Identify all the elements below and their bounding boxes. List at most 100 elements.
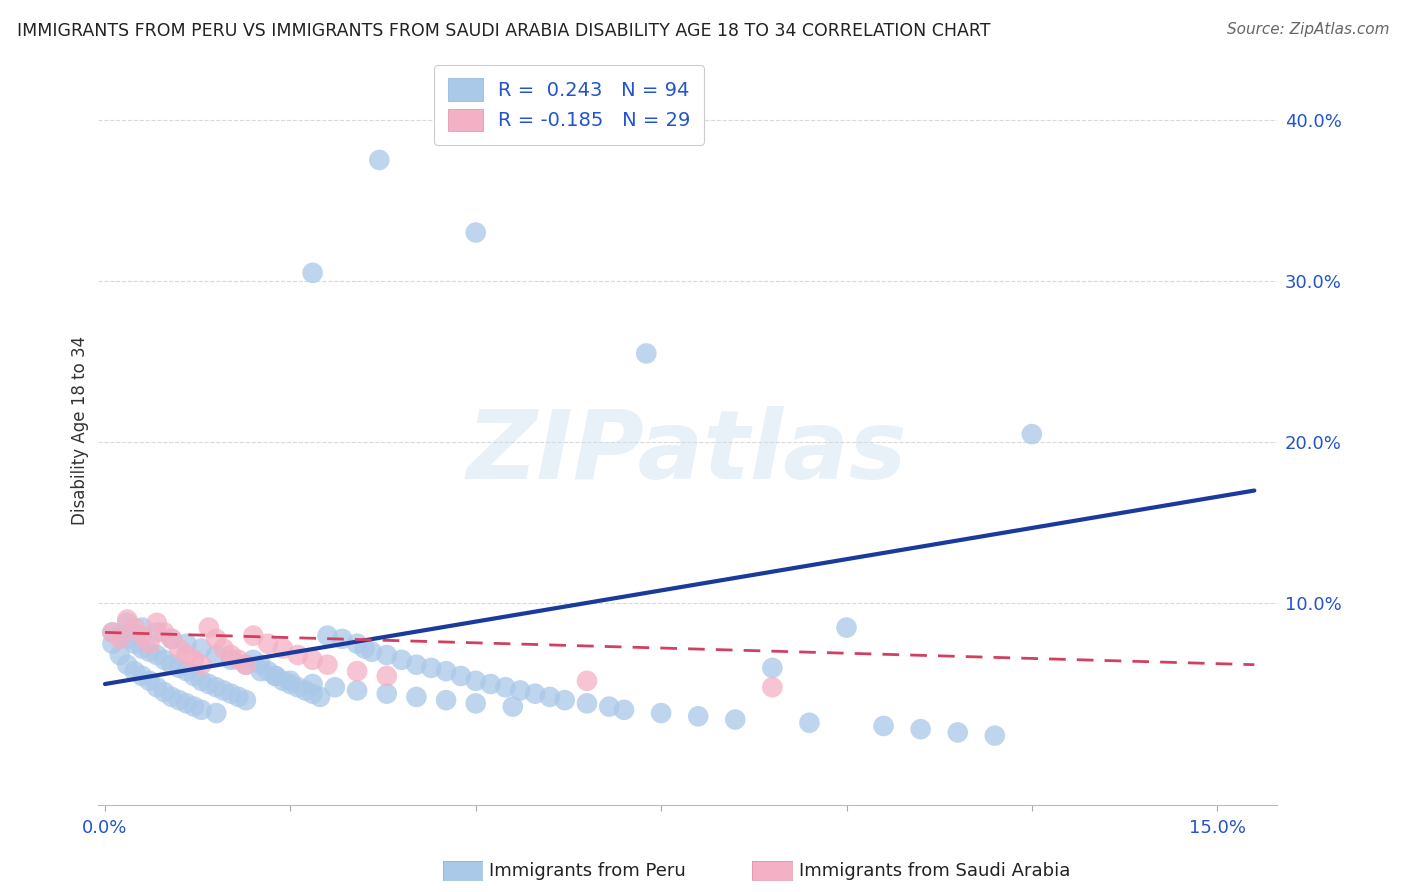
Point [287, 648, 309, 662]
Point [153, 685, 176, 699]
Point [242, 653, 264, 667]
Point [115, 615, 138, 630]
Point [183, 699, 205, 714]
Point [464, 673, 486, 688]
Point [198, 621, 221, 635]
Point [249, 657, 271, 672]
Point [235, 657, 257, 672]
Point [464, 697, 486, 711]
Point [205, 706, 228, 720]
Point [613, 703, 636, 717]
Point [160, 657, 183, 672]
Point [494, 680, 516, 694]
Point [131, 641, 153, 656]
Text: Immigrants from Peru: Immigrants from Peru [489, 862, 686, 880]
Point [115, 657, 138, 672]
Point [264, 669, 287, 683]
Text: Immigrants from Saudi Arabia: Immigrants from Saudi Arabia [799, 862, 1070, 880]
Text: Source: ZipAtlas.com: Source: ZipAtlas.com [1226, 22, 1389, 37]
Point [176, 648, 198, 662]
Y-axis label: Disability Age 18 to 34: Disability Age 18 to 34 [72, 335, 89, 524]
Point [434, 664, 457, 678]
Point [257, 637, 280, 651]
Point [464, 226, 486, 240]
Point [301, 653, 323, 667]
Point [434, 693, 457, 707]
Point [323, 680, 346, 694]
Point [524, 687, 547, 701]
Point [538, 690, 561, 704]
Point [198, 677, 221, 691]
Point [575, 697, 598, 711]
Point [946, 725, 969, 739]
Point [146, 625, 169, 640]
Point [190, 703, 212, 717]
Point [146, 615, 169, 630]
Point [176, 697, 198, 711]
Text: IMMIGRANTS FROM PERU VS IMMIGRANTS FROM SAUDI ARABIA DISABILITY AGE 18 TO 34 COR: IMMIGRANTS FROM PERU VS IMMIGRANTS FROM … [17, 22, 990, 40]
Point [761, 661, 783, 675]
Point [153, 653, 176, 667]
Point [153, 625, 176, 640]
Point [375, 648, 398, 662]
Point [205, 648, 228, 662]
Point [176, 637, 198, 651]
Point [910, 722, 932, 736]
Point [368, 153, 391, 167]
Point [598, 699, 620, 714]
Point [636, 346, 658, 360]
Point [316, 657, 339, 672]
Point [124, 664, 146, 678]
Point [115, 632, 138, 646]
Point [835, 621, 858, 635]
Point [212, 641, 235, 656]
Point [228, 690, 250, 704]
Point [146, 680, 169, 694]
Point [375, 687, 398, 701]
Point [160, 690, 183, 704]
Point [131, 669, 153, 683]
Point [688, 709, 710, 723]
Point [190, 657, 212, 672]
Point [205, 680, 228, 694]
Point [219, 687, 242, 701]
Point [101, 625, 124, 640]
Point [287, 680, 309, 694]
Point [212, 683, 235, 698]
Point [280, 677, 302, 691]
Point [131, 621, 153, 635]
Point [502, 699, 524, 714]
Point [984, 729, 1007, 743]
Point [575, 673, 598, 688]
Point [353, 641, 375, 656]
Point [316, 629, 339, 643]
Point [346, 683, 368, 698]
Point [301, 677, 323, 691]
Point [294, 683, 316, 698]
Point [101, 625, 124, 640]
Point [228, 653, 250, 667]
Point [160, 632, 183, 646]
Point [219, 653, 242, 667]
Point [205, 632, 228, 646]
Point [176, 664, 198, 678]
Point [190, 673, 212, 688]
Point [799, 715, 821, 730]
Point [301, 266, 323, 280]
Point [420, 661, 443, 675]
Point [138, 645, 160, 659]
Text: ZIPatlas: ZIPatlas [467, 406, 907, 499]
Point [264, 669, 287, 683]
Point [271, 641, 294, 656]
Point [280, 673, 302, 688]
Point [872, 719, 894, 733]
Point [330, 632, 353, 646]
Point [124, 621, 146, 635]
Point [235, 657, 257, 672]
Point [346, 637, 368, 651]
Point [450, 669, 472, 683]
Point [309, 690, 332, 704]
Point [115, 613, 138, 627]
Point [257, 664, 280, 678]
Point [249, 664, 271, 678]
